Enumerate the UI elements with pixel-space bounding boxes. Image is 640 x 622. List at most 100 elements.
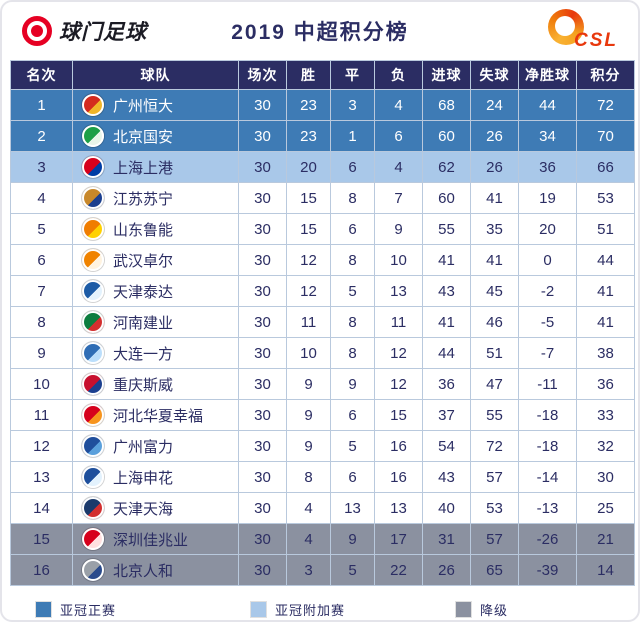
cell-pts: 41 — [576, 275, 635, 307]
table-row: 12 广州富力 30 9 5 16 54 72 -18 32 — [10, 430, 635, 462]
cell-draw: 8 — [330, 182, 375, 214]
cell-gf: 40 — [422, 492, 471, 524]
cell-win: 12 — [286, 275, 331, 307]
cell-rank: 14 — [10, 492, 73, 524]
cell-rank: 2 — [10, 120, 73, 152]
cell-rank: 3 — [10, 151, 73, 183]
team-cell: 河北华夏幸福 — [72, 399, 239, 431]
table-row: 3 上海上港 30 20 6 4 62 26 36 66 — [10, 151, 635, 183]
cell-rank: 7 — [10, 275, 73, 307]
team-logo-icon — [82, 187, 104, 209]
team-name: 北京人和 — [113, 562, 174, 580]
cell-draw: 3 — [330, 89, 375, 121]
standings-body: 1 广州恒大 30 23 3 4 68 24 44 72 2 北京国安 30 23 1 6 60 26 34 70 3 上… — [10, 89, 635, 586]
cell-gd: -2 — [518, 275, 577, 307]
cell-win: 9 — [286, 368, 331, 400]
cell-rank: 15 — [10, 523, 73, 555]
cell-ga: 26 — [470, 120, 519, 152]
cell-win: 8 — [286, 461, 331, 493]
team-logo-icon — [82, 280, 104, 302]
cell-loss: 22 — [374, 554, 423, 586]
team-name: 北京国安 — [113, 128, 174, 146]
cell-pts: 51 — [576, 213, 635, 245]
cell-gf: 37 — [422, 399, 471, 431]
cell-win: 3 — [286, 554, 331, 586]
table-row: 14 天津天海 30 4 13 13 40 53 -13 25 — [10, 492, 635, 524]
team-logo-icon — [82, 559, 104, 581]
cell-win: 23 — [286, 120, 331, 152]
team-cell: 北京人和 — [72, 554, 239, 586]
cell-win: 4 — [286, 492, 331, 524]
cell-gd: -18 — [518, 430, 577, 462]
team-wrap: 河北华夏幸福 — [73, 404, 238, 426]
legend: 亚冠正赛 亚冠附加赛 降级 — [36, 600, 604, 619]
cell-loss: 13 — [374, 492, 423, 524]
cell-gd: 44 — [518, 89, 577, 121]
cell-draw: 6 — [330, 151, 375, 183]
team-name: 重庆斯威 — [113, 376, 174, 394]
team-cell: 大连一方 — [72, 337, 239, 369]
team-cell: 天津泰达 — [72, 275, 239, 307]
csl-logo-text: CSL — [574, 30, 618, 51]
cell-gf: 44 — [422, 337, 471, 369]
cell-gf: 31 — [422, 523, 471, 555]
cell-played: 30 — [238, 213, 287, 245]
cell-loss: 7 — [374, 182, 423, 214]
team-name: 天津天海 — [113, 500, 174, 518]
cell-pts: 72 — [576, 89, 635, 121]
cell-win: 11 — [286, 306, 331, 338]
cell-loss: 13 — [374, 275, 423, 307]
cell-draw: 5 — [330, 430, 375, 462]
cell-ga: 26 — [470, 151, 519, 183]
cell-played: 30 — [238, 182, 287, 214]
table-row: 7 天津泰达 30 12 5 13 43 45 -2 41 — [10, 275, 635, 307]
team-name: 深圳佳兆业 — [113, 531, 189, 549]
cell-win: 15 — [286, 182, 331, 214]
team-wrap: 上海上港 — [73, 156, 238, 178]
csl-logo: CSL — [438, 6, 618, 56]
cell-pts: 32 — [576, 430, 635, 462]
cell-ga: 24 — [470, 89, 519, 121]
table-row: 10 重庆斯威 30 9 9 12 36 47 -11 36 — [10, 368, 635, 400]
cell-played: 30 — [238, 337, 287, 369]
cell-draw: 13 — [330, 492, 375, 524]
cell-ga: 57 — [470, 523, 519, 555]
team-wrap: 大连一方 — [73, 342, 238, 364]
cell-gd: 36 — [518, 151, 577, 183]
table-row: 15 深圳佳兆业 30 4 9 17 31 57 -26 21 — [10, 523, 635, 555]
cell-loss: 16 — [374, 461, 423, 493]
table-row: 11 河北华夏幸福 30 9 6 15 37 55 -18 33 — [10, 399, 635, 431]
table-row: 1 广州恒大 30 23 3 4 68 24 44 72 — [10, 89, 635, 121]
cell-ga: 65 — [470, 554, 519, 586]
cell-draw: 5 — [330, 554, 375, 586]
legend-item: 亚冠附加赛 — [251, 600, 456, 619]
cell-played: 30 — [238, 523, 287, 555]
cell-win: 15 — [286, 213, 331, 245]
legend-label: 降级 — [480, 603, 509, 618]
column-header: 失球 — [470, 60, 519, 90]
column-header: 场次 — [238, 60, 287, 90]
cell-rank: 4 — [10, 182, 73, 214]
cell-draw: 8 — [330, 337, 375, 369]
cell-played: 30 — [238, 554, 287, 586]
column-header: 胜 — [286, 60, 331, 90]
team-name: 天津泰达 — [113, 283, 174, 301]
cell-played: 30 — [238, 275, 287, 307]
team-cell: 天津天海 — [72, 492, 239, 524]
cell-gd: -11 — [518, 368, 577, 400]
cell-ga: 45 — [470, 275, 519, 307]
cell-rank: 9 — [10, 337, 73, 369]
legend-item: 亚冠正赛 — [36, 600, 251, 619]
cell-pts: 30 — [576, 461, 635, 493]
cell-loss: 6 — [374, 120, 423, 152]
team-name: 江苏苏宁 — [113, 190, 174, 208]
legend-item: 降级 — [456, 600, 508, 619]
table-row: 13 上海申花 30 8 6 16 43 57 -14 30 — [10, 461, 635, 493]
team-name: 大连一方 — [113, 345, 174, 363]
cell-ga: 72 — [470, 430, 519, 462]
team-name: 河南建业 — [113, 314, 174, 332]
cell-gf: 43 — [422, 461, 471, 493]
cell-rank: 10 — [10, 368, 73, 400]
team-cell: 武汉卓尔 — [72, 244, 239, 276]
cell-loss: 11 — [374, 306, 423, 338]
